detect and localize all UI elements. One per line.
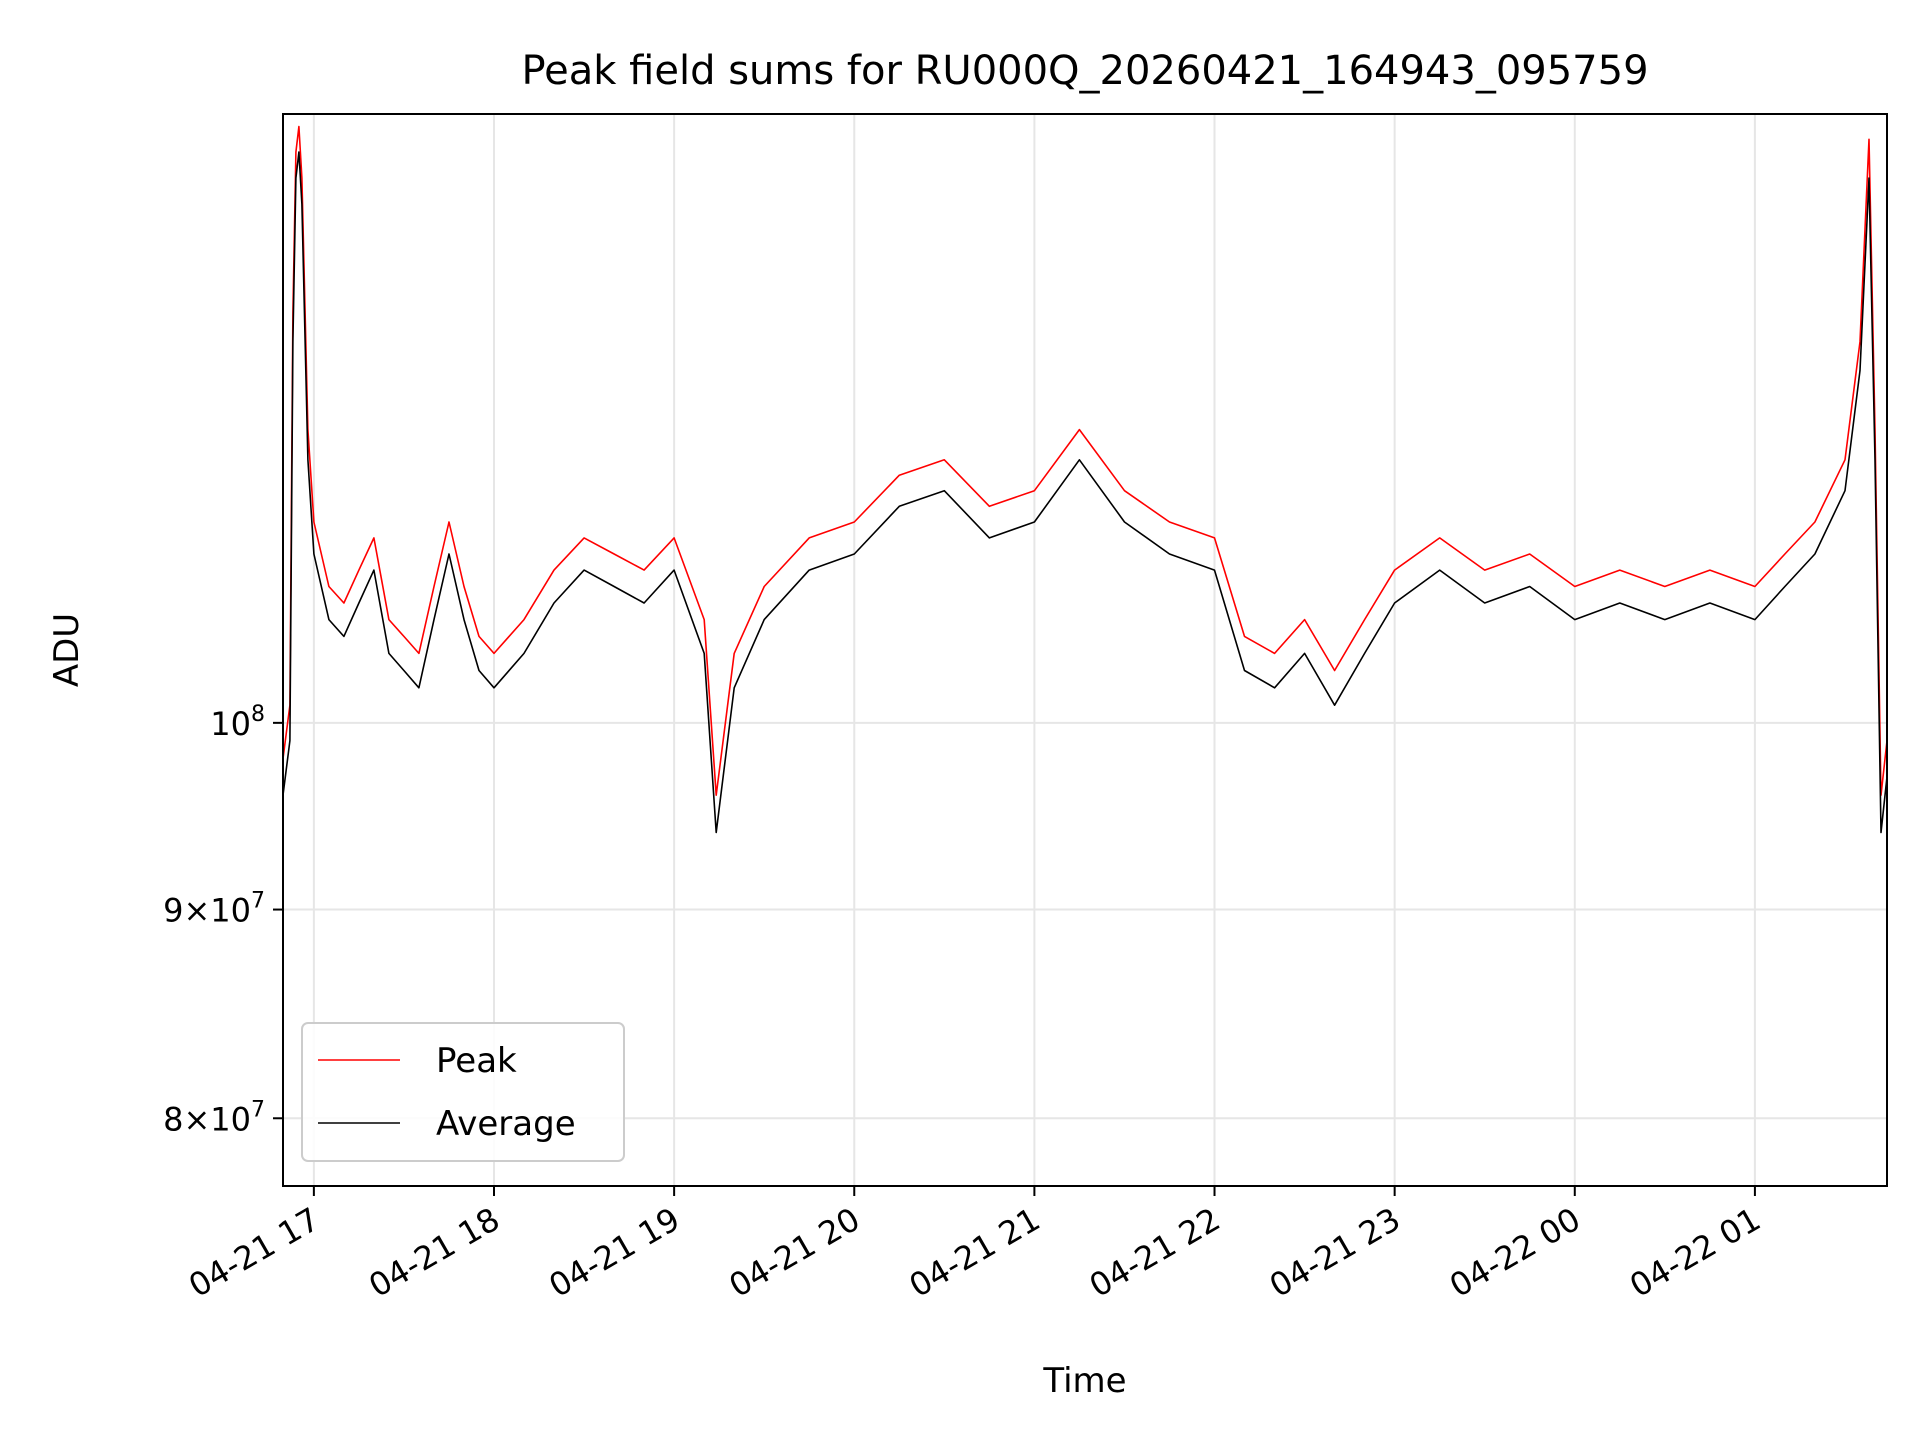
y-tick-exponent: 8 xyxy=(251,702,265,727)
y-tick-times: × xyxy=(183,892,210,930)
plot-frame xyxy=(282,113,1888,1187)
legend: Peak Average xyxy=(301,1022,625,1162)
y-tick-base: 10 xyxy=(210,892,251,930)
y-tick-mantissa: 8 xyxy=(163,1100,183,1138)
grid-lines xyxy=(283,114,1887,1186)
y-tick-exponent: 7 xyxy=(251,1097,265,1122)
legend-label-average: Average xyxy=(436,1104,576,1144)
chart-title: Peak field sums for RU000Q_20260421_1649… xyxy=(521,48,1648,94)
y-tick-times: × xyxy=(183,1100,210,1138)
series-layer xyxy=(283,125,1887,834)
series-line-average xyxy=(283,151,1887,834)
legend-label-peak: Peak xyxy=(436,1041,517,1081)
y-tick-mantissa: 9 xyxy=(163,892,183,930)
legend-box xyxy=(301,1022,625,1162)
y-tick-label: 8×107 xyxy=(163,1097,265,1138)
y-axis-label: ADU xyxy=(47,613,87,687)
y-tick-base: 10 xyxy=(210,705,251,743)
y-tick-exponent: 7 xyxy=(251,889,265,914)
x-axis-label: Time xyxy=(1042,1361,1126,1401)
series-line-peak xyxy=(283,125,1887,797)
y-tick-label: 108 xyxy=(210,702,265,743)
y-tick-base: 10 xyxy=(210,1100,251,1138)
y-tick-label: 9×107 xyxy=(163,889,265,930)
